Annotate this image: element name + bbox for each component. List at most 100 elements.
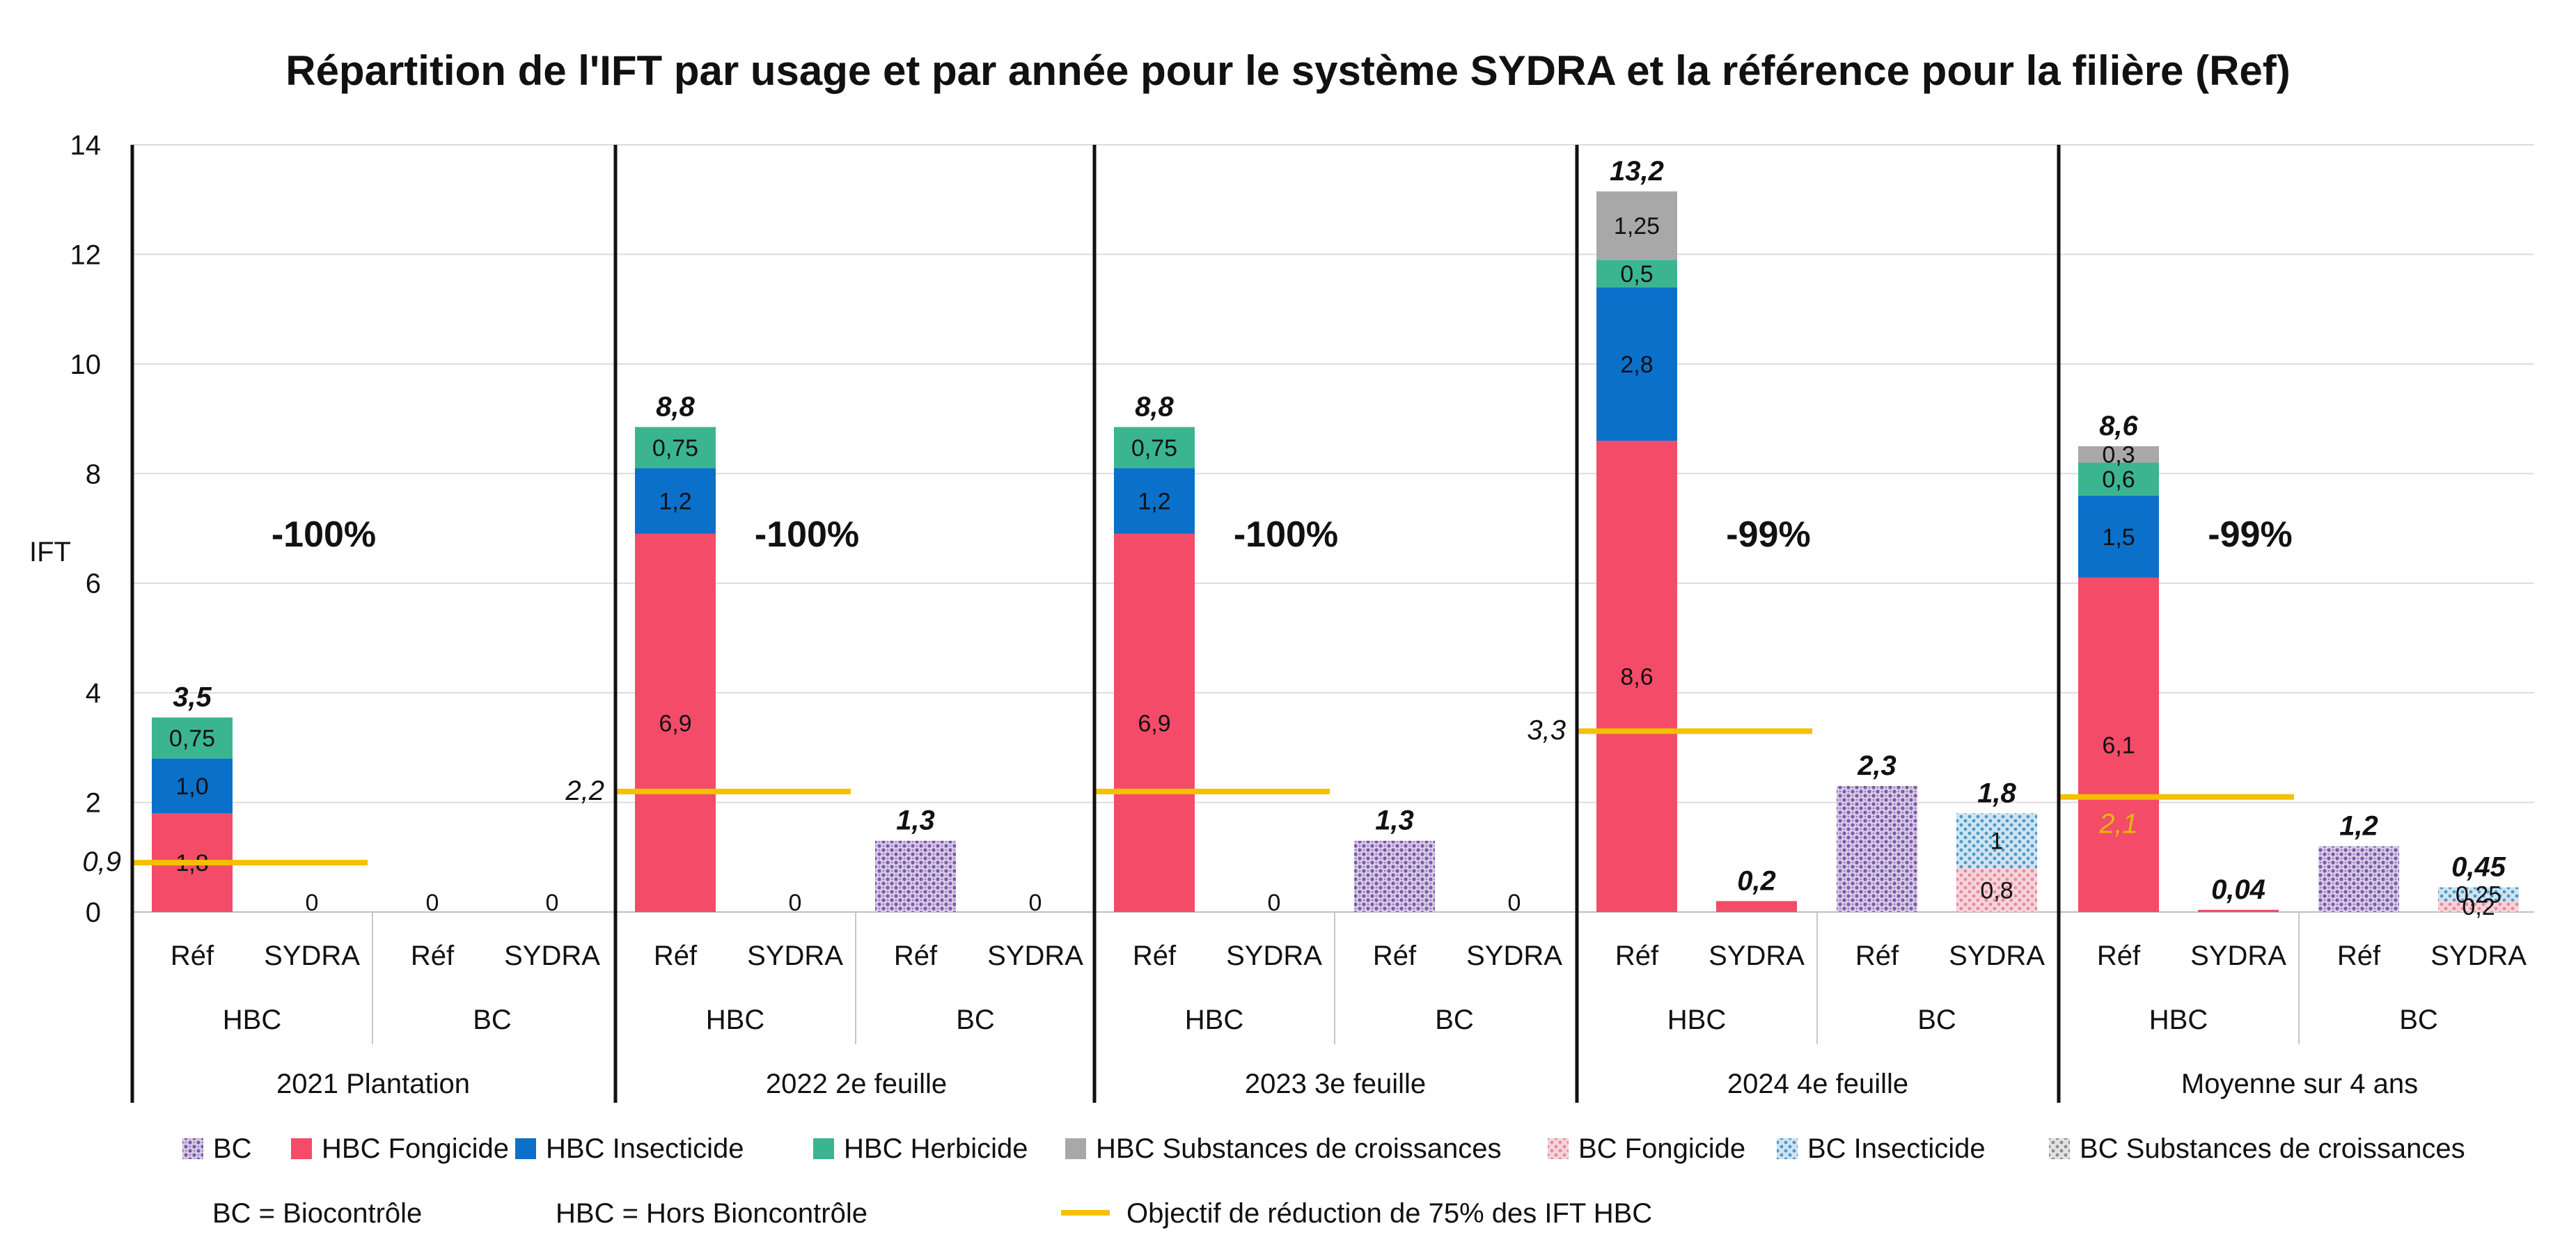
zero-value-label: 0 — [1029, 890, 1042, 916]
segment-value-label: 0,5 — [1620, 261, 1653, 288]
usage-label: BC — [473, 1005, 512, 1035]
y-tick-label: 10 — [70, 349, 102, 380]
bar-segment — [1956, 813, 2037, 869]
system-label: Réf — [2337, 941, 2381, 971]
system-label: SYDRA — [504, 941, 600, 971]
bar-segment — [875, 840, 956, 912]
bar-total-label: 0,2 — [1737, 865, 1776, 896]
bar-segment — [1596, 260, 1677, 288]
legend-label: BC Substances de croissances — [2080, 1133, 2465, 1164]
segment-value-label: 8,6 — [1620, 664, 1653, 691]
objective-value-label: 2,2 — [565, 776, 604, 806]
system-label: SYDRA — [1709, 941, 1805, 971]
objective-lines: 0,9 2,2 3,3 2,1 — [82, 715, 2294, 877]
segment-value-label: 1,0 — [175, 773, 208, 800]
zero-value-label: 0 — [306, 890, 319, 916]
segment-value-label: 0,75 — [652, 435, 698, 462]
bar-segment — [1956, 868, 2037, 912]
system-label: Réf — [1855, 941, 1899, 971]
segment-value-label: 6,1 — [2102, 732, 2135, 759]
y-tick-label: 6 — [86, 569, 101, 599]
bar-total-label: 1,8 — [1977, 778, 2016, 808]
system-label: SYDRA — [987, 941, 1083, 971]
bars — [152, 191, 2519, 912]
bar-total-label: 0,04 — [2211, 874, 2265, 905]
segment-value-label: 6,9 — [1138, 710, 1170, 737]
segment-value-label: 1,25 — [1614, 213, 1660, 239]
segment-value-label: 1 — [1990, 828, 2004, 855]
legend-note: HBC = Hors Bioncontrôle — [556, 1198, 867, 1229]
group-label: 2022 2e feuille — [766, 1069, 947, 1099]
system-label: SYDRA — [747, 941, 843, 971]
bar-segment — [1596, 441, 1677, 912]
bar-total-label: 3,5 — [173, 682, 212, 713]
bar-total-label: 1,2 — [2339, 811, 2378, 842]
system-label: SYDRA — [1226, 941, 1322, 971]
bar-segment — [1354, 840, 1435, 912]
bar-segment — [1114, 468, 1195, 534]
category-axis: Réf SYDRA Réf SYDRA HBC BC 2021 Plantation Réf S… — [130, 145, 2527, 1103]
bar-segment — [2318, 846, 2399, 912]
reduction-percent-label: -100% — [272, 514, 376, 555]
legend-label: BC Fongicide — [1578, 1133, 1745, 1164]
objective-legend-label: Objectif de réduction de 75% des IFT HBC — [1126, 1198, 1652, 1229]
bar-segment — [152, 717, 233, 759]
legend-swatch — [1548, 1138, 1569, 1159]
system-label: Réf — [1615, 941, 1659, 971]
y-tick-label: 12 — [70, 239, 102, 270]
bar-total-label: 1,3 — [896, 805, 935, 836]
reduction-percent-label: -100% — [1234, 514, 1338, 555]
legend-swatch — [182, 1138, 203, 1159]
bar-segment — [1114, 533, 1195, 912]
group-label: 2023 3e feuille — [1245, 1069, 1426, 1099]
system-label: SYDRA — [1466, 941, 1562, 971]
bar-total-label: 2,3 — [1857, 750, 1896, 781]
legend-label: HBC Insecticide — [546, 1133, 744, 1164]
y-tick-label: 2 — [86, 788, 101, 819]
legend-swatch — [1777, 1138, 1798, 1159]
group-label: 2024 4e feuille — [1727, 1069, 1908, 1099]
bar-segment — [2078, 495, 2159, 578]
y-tick-labels: 0 2 4 6 8 10 12 14 — [70, 130, 102, 928]
y-axis-title: IFT — [29, 537, 71, 567]
y-tick-label: 8 — [86, 459, 101, 489]
system-label: SYDRA — [2430, 941, 2527, 971]
bar-segment — [1716, 901, 1797, 912]
segment-value-label: 0,75 — [1131, 435, 1177, 462]
legend-label: BC Insecticide — [1807, 1133, 1986, 1164]
legend-swatch — [2049, 1138, 2070, 1159]
system-label: Réf — [894, 941, 938, 971]
zero-value-label: 0 — [1508, 890, 1521, 916]
bar-segment — [2438, 901, 2519, 912]
usage-label: BC — [956, 1005, 995, 1035]
segment-value-label: 0,6 — [2102, 466, 2135, 493]
bar-total-label: 1,3 — [1375, 805, 1414, 836]
bar-segment — [635, 468, 716, 534]
system-label: SYDRA — [1949, 941, 2045, 971]
bar-segment — [635, 427, 716, 469]
usage-label: BC — [2399, 1005, 2438, 1035]
usage-label: BC — [1917, 1005, 1956, 1035]
zero-value-label: 0 — [1268, 890, 1281, 916]
bar-segment — [2078, 577, 2159, 912]
objective-value-label: 2,1 — [2098, 809, 2138, 840]
legend-swatch — [1065, 1138, 1086, 1159]
y-tick-label: 4 — [86, 678, 101, 709]
reduction-percent-label: -99% — [1726, 514, 1810, 555]
bar-total-label: 8,6 — [2099, 411, 2138, 441]
objective-value-label: 0,9 — [82, 847, 121, 877]
segment-value-label: 0,25 — [2456, 881, 2502, 908]
bar-segment — [1596, 191, 1677, 260]
bar-segment — [1837, 785, 1917, 912]
segment-value-label: 1,2 — [659, 489, 691, 515]
system-label: Réf — [654, 941, 698, 971]
system-label: Réf — [1373, 941, 1417, 971]
segment-value-label: 1,2 — [1138, 489, 1170, 515]
y-tick-label: 14 — [70, 130, 102, 161]
system-label: SYDRA — [2190, 941, 2286, 971]
segment-value-label: 0,3 — [2102, 442, 2135, 469]
bar-total-label: 0,45 — [2451, 852, 2506, 883]
bar-segment — [152, 758, 233, 814]
